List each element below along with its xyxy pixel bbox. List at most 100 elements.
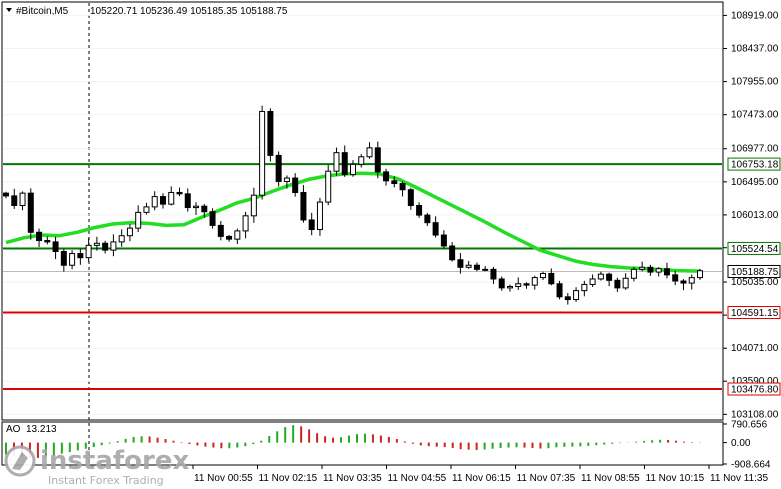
price-tick-label: 106013.00 [731, 210, 779, 221]
candle-body [655, 268, 662, 273]
candle-body [622, 277, 629, 289]
candle-body [482, 268, 489, 271]
level-label: 104591.15 [731, 308, 779, 319]
time-tick-label: 11 Nov 03:35 [323, 473, 382, 484]
price-tick-label: 104071.00 [731, 343, 779, 354]
candle-body [19, 192, 26, 207]
candle-body [531, 277, 538, 286]
level-label-box [727, 306, 781, 320]
candle-body [614, 279, 621, 289]
ao-tick-label: 0.00 [731, 438, 751, 449]
time-tick-label: 11 Nov 11:35 [710, 473, 768, 484]
level-label: 106753.18 [731, 160, 779, 171]
price-tick-label: 106495.00 [731, 177, 779, 188]
candles-group [3, 105, 703, 305]
candle-body [490, 268, 497, 280]
candle-body [176, 191, 183, 195]
candle-body [27, 192, 34, 233]
price-tick-label: 103590.00 [731, 376, 779, 387]
candle-body [184, 193, 191, 209]
candle-body [259, 110, 266, 196]
candle-body [118, 235, 125, 243]
candle-body [250, 194, 257, 217]
candle-body [424, 214, 431, 224]
candle-body [234, 230, 241, 240]
level-label-box [727, 382, 781, 396]
candle-body [36, 231, 43, 242]
candle-body [432, 222, 439, 236]
collapse-arrow-icon[interactable] [6, 8, 12, 12]
candle-body [52, 241, 59, 253]
candle-body [440, 234, 447, 247]
time-tick-label: 11 Nov 02:15 [259, 473, 318, 484]
candle-body [300, 191, 307, 221]
candle-body [589, 278, 596, 285]
candle-body [44, 240, 51, 243]
candle-body [523, 283, 530, 286]
watermark-brand: instaforex [40, 446, 190, 476]
candle-body [606, 273, 613, 281]
current-price-label: 105188.75 [731, 267, 779, 278]
candle-body [341, 152, 348, 176]
candle-body [697, 270, 703, 279]
candle-body [110, 241, 117, 251]
ao-indicator-value: 13.213 [26, 424, 57, 435]
price-tick-label: 107473.00 [731, 110, 779, 121]
price-tick-label: 106977.00 [731, 144, 779, 155]
current-price-box [727, 264, 781, 278]
candle-body [399, 183, 406, 191]
price-tick-label: 105035.00 [731, 277, 779, 288]
ao-indicator-name: AO [6, 424, 21, 435]
candle-body [275, 154, 282, 182]
candle-body [672, 274, 679, 282]
candle-body [159, 196, 166, 205]
instaforex-logo-swirl [12, 452, 28, 470]
candle-body [639, 266, 646, 270]
candle-body [209, 211, 216, 226]
candle-body [350, 163, 356, 176]
candle-body [325, 170, 332, 203]
candle-body [515, 283, 522, 288]
time-tick-label: 11 Nov 08:55 [581, 473, 640, 484]
candle-body [573, 290, 580, 301]
candle-body [168, 191, 175, 205]
ao-tick-label: -908.664 [731, 460, 771, 471]
price-axis: 108919.00 108437.00 107955.00 107473.00 1069… [723, 10, 779, 420]
candle-body [102, 242, 109, 251]
candle-body [416, 205, 423, 216]
candle-body [333, 152, 340, 172]
candle-body [473, 264, 480, 270]
candle-body [135, 211, 142, 229]
candle-body [316, 201, 323, 231]
candle-body [688, 277, 695, 284]
candle-body [267, 110, 274, 156]
main-panel-frame [1, 1, 724, 421]
candle-body [449, 245, 456, 261]
candle-body [217, 224, 224, 237]
level-labels: 106753.18 105524.54 104591.15 103476.80 1051… [727, 157, 781, 396]
candle-body [193, 205, 200, 209]
candle-body [151, 196, 158, 208]
level-label-box [727, 157, 781, 171]
level-label-box [727, 241, 781, 255]
price-tick-label: 107955.00 [731, 77, 779, 88]
candle-body [391, 180, 398, 185]
ao-panel-frame [1, 421, 724, 466]
candle-body [77, 253, 84, 259]
candle-body [308, 219, 315, 231]
candle-body [11, 195, 18, 207]
time-tick-label: 11 Nov 00:55 [194, 473, 253, 484]
time-tick-label: 11 Nov 07:35 [517, 473, 576, 484]
candle-body [383, 171, 390, 182]
candle-body [374, 147, 381, 173]
candle-body [143, 206, 150, 213]
candle-body [630, 268, 637, 279]
candle-body [69, 253, 76, 266]
candle-body [465, 264, 472, 268]
candle-body [126, 227, 133, 237]
candle-body [663, 268, 670, 276]
candle-body [597, 273, 604, 280]
candle-body [366, 147, 373, 158]
candle-body [93, 242, 100, 246]
